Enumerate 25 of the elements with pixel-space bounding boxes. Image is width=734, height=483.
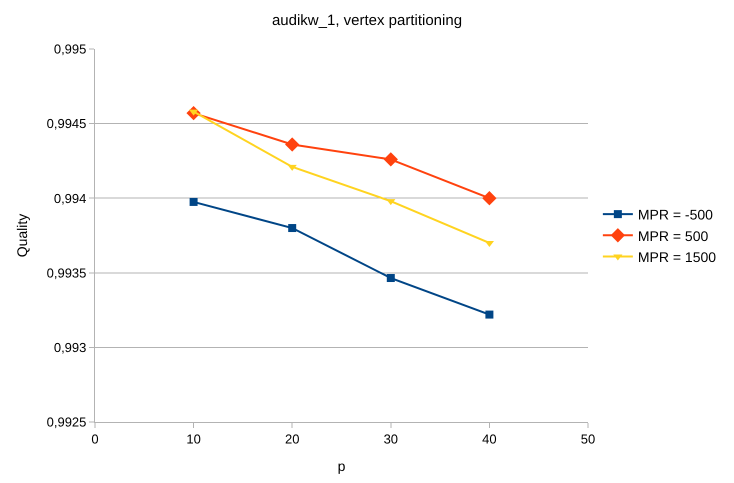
point (190, 198, 198, 206)
legend-label: MPR = -500 (638, 206, 714, 223)
x-tick-label: 10 (186, 432, 201, 447)
y-tick-label: 0,9935 (46, 265, 86, 280)
y-tick-label: 0,994 (54, 190, 86, 206)
point (485, 310, 494, 319)
y-tick-label: 0,9945 (46, 116, 86, 132)
point (285, 137, 300, 152)
legend-label: MPR = 500 (638, 228, 708, 244)
x-tick-label: 20 (284, 432, 300, 447)
point (384, 152, 398, 167)
point (482, 191, 497, 206)
x-tick-label: 0 (91, 432, 99, 447)
y-tick-label: 0,9925 (46, 414, 86, 430)
legend-label: MPR = 1500 (638, 248, 716, 265)
y-tick-label: 0,993 (54, 340, 86, 355)
point (288, 224, 296, 232)
y-axis-title: Quality (14, 214, 30, 258)
x-axis-title: p (338, 458, 346, 474)
chart-title: audikw_1, vertex partitioning (272, 12, 462, 29)
point (386, 274, 395, 282)
x-tick-label: 30 (384, 432, 398, 447)
x-tick-label: 40 (482, 432, 497, 447)
y-tick-label: 0,995 (54, 42, 86, 57)
x-tick-label: 50 (580, 432, 596, 447)
